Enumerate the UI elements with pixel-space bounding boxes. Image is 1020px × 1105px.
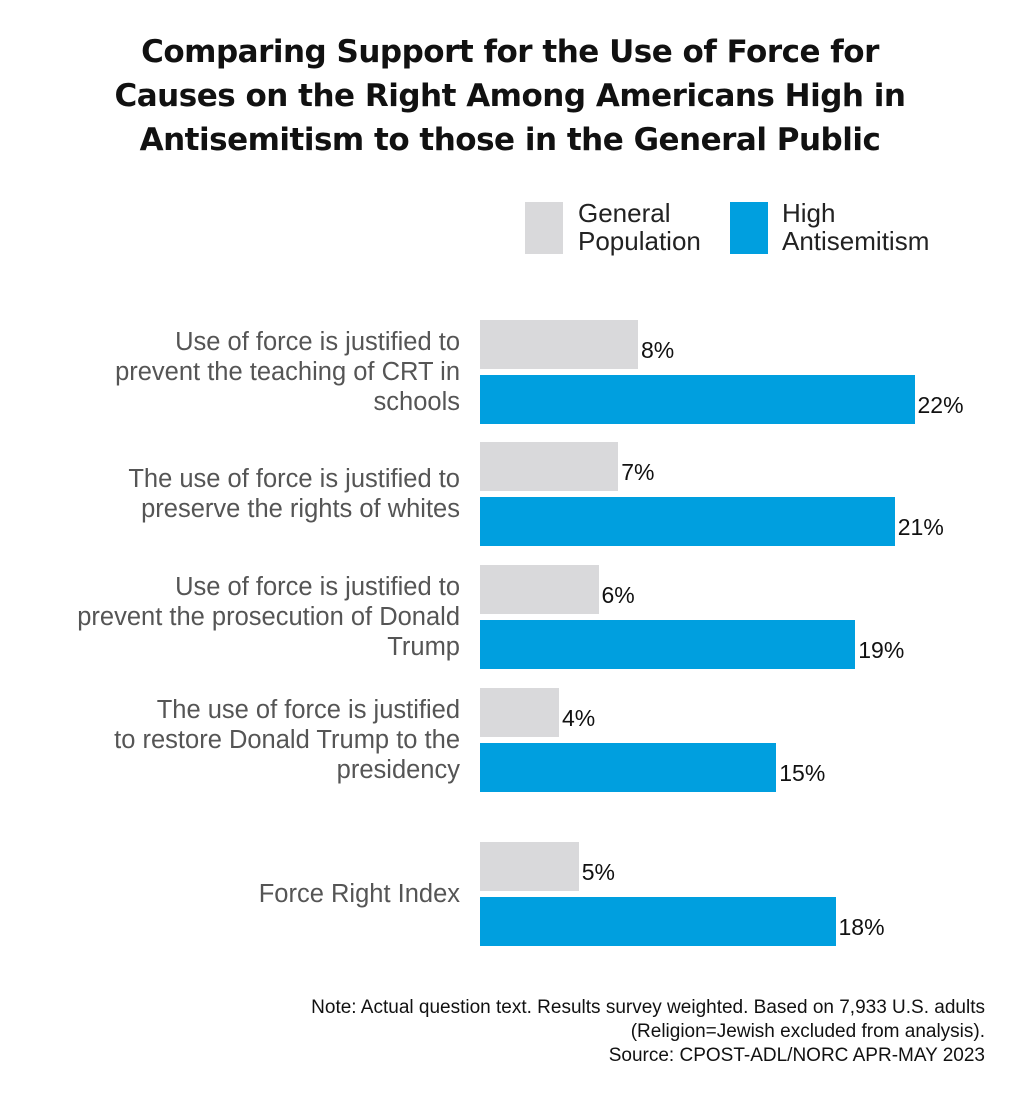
title-line: Causes on the Right Among Americans High…: [114, 78, 907, 114]
category-label: The use of force is justified to preserve…: [20, 464, 460, 524]
legend-swatch-general-population: [525, 202, 563, 254]
category-label-line: Use of force is justified to: [175, 573, 460, 601]
data-label: 8%: [641, 337, 675, 363]
bar-high-antisemitism: [480, 497, 895, 546]
data-label: 22%: [917, 392, 964, 418]
legend-label-general-population: General Population: [578, 199, 701, 255]
legend-line: General: [578, 198, 671, 228]
category-label: The use of force is justified to restore …: [20, 695, 460, 785]
note-line: Source: CPOST-ADL/NORC APR-MAY 2023: [608, 1045, 985, 1066]
bar-general-population: [480, 688, 559, 737]
legend-line: High: [782, 198, 836, 228]
bar-general-population: [480, 565, 599, 614]
legend-swatch-high-antisemitism: [730, 202, 768, 254]
bar-high-antisemitism: [480, 620, 856, 669]
note-line: Note: Actual question text. Results surv…: [311, 997, 985, 1018]
category-label: Use of force is justified to prevent the …: [20, 327, 460, 417]
bar-general-population: [480, 442, 619, 491]
bar-high-antisemitism: [480, 743, 777, 792]
legend-line: Antisemitism: [782, 226, 930, 256]
bar-high-antisemitism: [480, 375, 915, 424]
title-line: Antisemitism to those in the General Pub…: [139, 122, 881, 158]
title-line: Comparing Support for the Use of Force f…: [141, 34, 879, 70]
data-label: 4%: [562, 705, 596, 731]
data-label: 21%: [897, 514, 944, 540]
category-label-line: prevent the prosecution of Donald: [77, 603, 460, 631]
category-label: Force Right Index: [20, 879, 460, 909]
bar-general-population: [480, 320, 638, 369]
legend-label-high-antisemitism: High Antisemitism: [782, 199, 929, 255]
chart-title: Comparing Support for the Use of Force f…: [0, 30, 1020, 162]
data-label: 5%: [581, 859, 615, 885]
data-label: 19%: [858, 637, 905, 663]
category-label-line: to restore Donald Trump to the: [114, 726, 460, 754]
legend-line: Population: [578, 226, 701, 256]
category-label-line: preserve the rights of whites: [141, 495, 460, 523]
bar-general-population: [480, 842, 579, 891]
note-line: (Religion=Jewish excluded from analysis)…: [630, 1021, 985, 1042]
category-label: Use of force is justified to prevent the …: [20, 572, 460, 662]
category-label-line: presidency: [336, 756, 460, 784]
category-label-line: The use of force is justified to: [128, 465, 460, 493]
category-label-line: schools: [373, 388, 460, 416]
note: Note: Actual question text. Results surv…: [311, 996, 985, 1068]
data-label: 15%: [779, 760, 826, 786]
category-label-line: Use of force is justified to: [175, 328, 460, 356]
category-label-line: The use of force is justified: [156, 696, 460, 724]
data-label: 7%: [621, 459, 655, 485]
bar-high-antisemitism: [480, 897, 836, 946]
category-label-line: prevent the teaching of CRT in: [115, 358, 460, 386]
data-label: 6%: [601, 582, 635, 608]
category-label-line: Trump: [387, 633, 460, 661]
data-label: 18%: [838, 914, 885, 940]
category-label-line: Force Right Index: [258, 880, 460, 908]
